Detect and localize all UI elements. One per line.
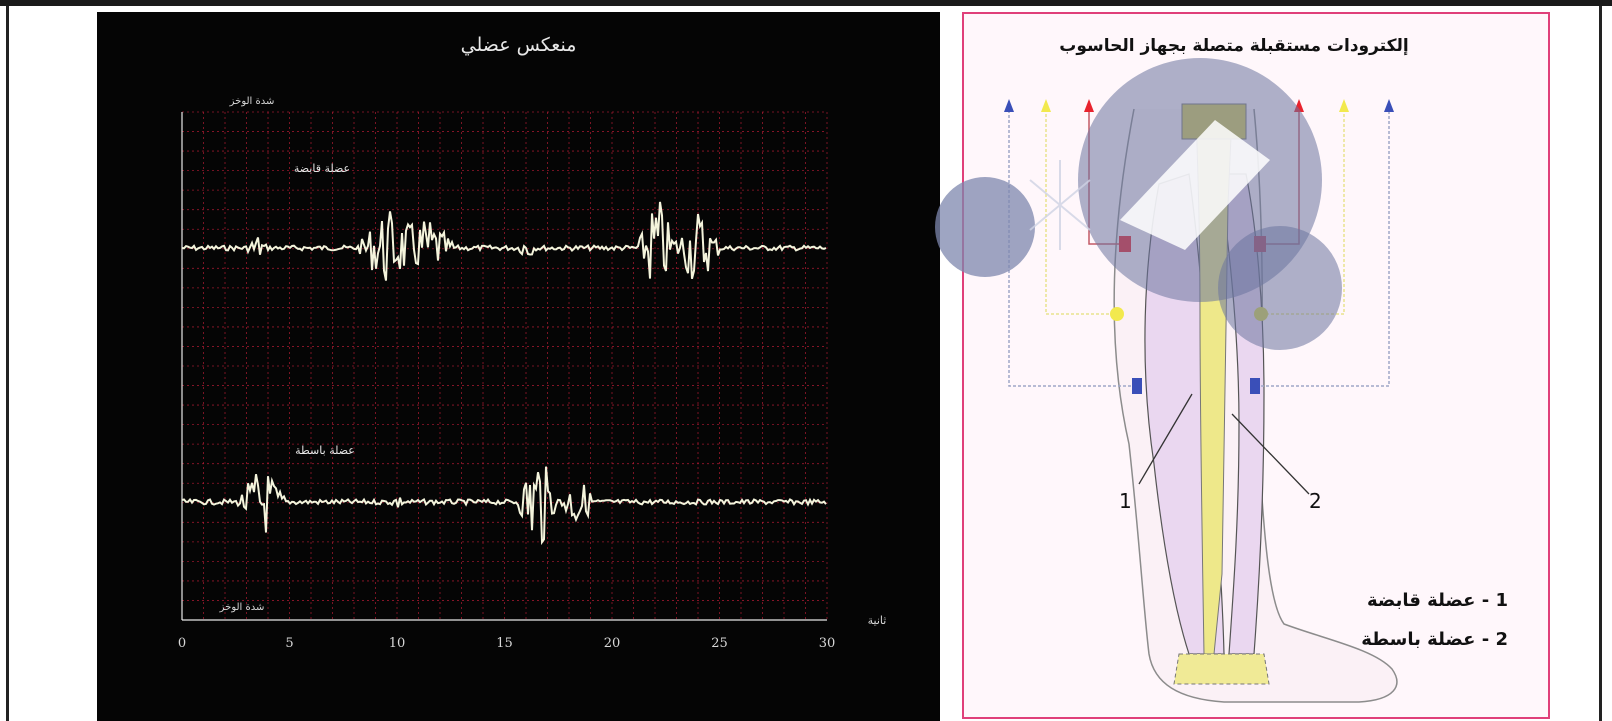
x-axis-label: ثانية (868, 614, 887, 627)
extensor-trace (181, 466, 827, 546)
blue-electrode-right (1250, 378, 1260, 394)
red-electrode-right (1254, 236, 1266, 252)
leg-diagram-panel: إلكترودات مستقبلة متصلة بجهاز الحاسوب 1 … (962, 12, 1550, 719)
yellow-electrode-left (1110, 307, 1124, 321)
left-border-line (6, 6, 9, 721)
yellow-electrode-right (1254, 307, 1268, 321)
x-tick-label: 30 (819, 636, 836, 651)
x-tick-label: 25 (711, 636, 728, 651)
emg-title: منعكس عضلي (460, 34, 577, 56)
red-electrode-left (1119, 236, 1131, 252)
legend-item-extensor: 2 - عضلة باسطة (1361, 629, 1508, 650)
x-tick-label: 0 (178, 636, 186, 651)
top-trace-label: عضلة قابضة (294, 162, 350, 175)
flexor-trace (181, 201, 827, 281)
leg-diagram (1004, 99, 1398, 703)
x-tick-label: 10 (389, 636, 406, 651)
emg-plot: 0 5 10 15 20 25 30 ثانية شدة الوخز شدة الوخز عضلة … (178, 96, 887, 651)
emg-recording-panel: 0 5 10 15 20 25 30 ثانية شدة الوخز شدة الوخز عضلة … (97, 12, 940, 721)
label-flexor-number: 1 (1119, 489, 1132, 513)
leg-diagram-title: إلكترودات مستقبلة متصلة بجهاز الحاسوب (1059, 36, 1409, 56)
bottom-trace-label: عضلة باسطة (295, 444, 355, 457)
pointer-line-1 (1138, 393, 1193, 485)
right-border-line (1599, 6, 1602, 721)
x-tick-label: 20 (604, 636, 621, 651)
pointer-line-2 (1231, 413, 1310, 495)
top-border-line (0, 0, 1612, 6)
blue-electrode-left (1132, 378, 1142, 394)
foot-bone (1173, 653, 1270, 685)
y-axis-label-bottom: شدة الوخز (219, 602, 265, 613)
label-extensor-number: 2 (1309, 489, 1322, 513)
x-tick-label: 5 (285, 636, 293, 651)
x-tick-label: 15 (496, 636, 513, 651)
bone-top (1181, 103, 1247, 140)
legend-item-flexor: 1 - عضلة قابضة (1366, 590, 1508, 611)
y-axis-label-top: شدة الوخز (229, 96, 275, 107)
